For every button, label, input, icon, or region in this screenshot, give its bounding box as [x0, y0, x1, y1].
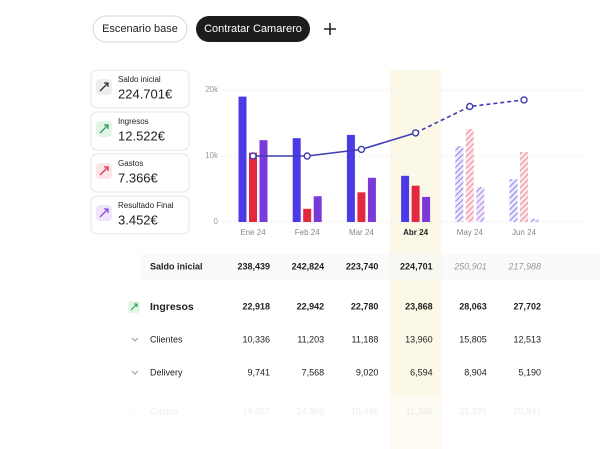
x-tick-label: Mar 24	[349, 228, 374, 237]
bar	[238, 96, 247, 222]
cell-value: 12,513	[513, 334, 541, 344]
summary-card	[90, 195, 190, 235]
x-tick-label: Jun 24	[512, 228, 537, 237]
summary-label: Gastos	[118, 159, 143, 168]
cell-value: 28,063	[459, 301, 487, 311]
cell-value: 13,960	[405, 334, 433, 344]
bar	[401, 175, 410, 222]
cell-value: 23,868	[405, 301, 433, 311]
summary-icon-glyph	[99, 166, 109, 176]
summary-icon-glyph	[99, 208, 109, 218]
cell-value: 11,188	[352, 334, 379, 344]
summary-card	[90, 69, 190, 109]
fade-bottom	[0, 395, 600, 449]
add-tab-button[interactable]	[324, 23, 336, 35]
cell-value: 15,805	[459, 334, 487, 344]
cell-value: 22,780	[351, 301, 379, 311]
cell-value: 24,966	[297, 406, 325, 416]
bar	[357, 192, 366, 222]
summary-card	[90, 111, 190, 151]
bar	[520, 152, 528, 222]
cell-value: 11,340	[406, 406, 433, 416]
line-point	[303, 152, 311, 160]
line-point	[357, 145, 366, 154]
bar	[465, 128, 474, 222]
row-chevron[interactable]	[131, 337, 139, 342]
cell-value: 11,203	[297, 334, 324, 344]
line-point	[411, 129, 420, 137]
y-tick-label: 10k	[205, 151, 219, 160]
bar	[367, 177, 376, 222]
bar	[249, 152, 257, 222]
cell-value: 238,439	[237, 261, 270, 271]
cell-value: 250,901	[453, 261, 487, 271]
cell-value: 5,190	[518, 367, 541, 377]
bar	[411, 185, 420, 222]
x-tick-label: Abr 24	[403, 228, 428, 237]
cell-value: 9,741	[247, 367, 270, 377]
bar	[422, 196, 431, 222]
row-chevron[interactable]	[131, 409, 139, 414]
bar	[346, 134, 355, 222]
row-label: Ingresos	[150, 301, 194, 313]
cell-value: 22,942	[297, 301, 325, 311]
line-point	[466, 102, 474, 111]
summary-label: Saldo inicial	[118, 75, 161, 84]
cell-value: 27,702	[513, 301, 541, 311]
tab[interactable]	[92, 15, 188, 43]
row-label: Clientes	[150, 334, 183, 344]
summary-value: 7.366€	[118, 170, 159, 185]
summary-icon-glyph	[99, 124, 109, 134]
cell-value: 8,904	[464, 367, 487, 377]
cell-value: 21,325	[459, 406, 487, 416]
summary-label: Ingresos	[118, 117, 149, 126]
cell-value: 20,841	[513, 406, 541, 416]
bar	[455, 146, 464, 222]
summary-card	[90, 153, 190, 193]
bar	[292, 138, 301, 222]
bar	[313, 196, 322, 222]
tab-label: Contratar Camarero	[204, 23, 302, 35]
x-tick-label: Ene 24	[240, 228, 266, 237]
x-tick-label: Feb 24	[295, 228, 320, 237]
cell-value: 217,988	[507, 261, 541, 271]
cell-value: 9,020	[356, 367, 379, 377]
cell-value: 242,824	[292, 261, 325, 271]
row-chevron[interactable]	[131, 370, 139, 375]
cell-value: 19,057	[242, 406, 270, 416]
y-tick-label: 0	[214, 217, 219, 226]
row-bg	[140, 254, 600, 280]
y-tick-label: 20k	[205, 85, 219, 94]
summary-label: Resultado Final	[118, 201, 174, 210]
cell-value: 7,568	[302, 367, 325, 377]
cell-value: 22,918	[242, 301, 270, 311]
cell-value: 6,594	[410, 367, 433, 377]
bar	[259, 140, 268, 222]
balance-line	[253, 132, 416, 157]
tab-label: Escenario base	[102, 23, 178, 35]
cell-value: 10,336	[242, 334, 270, 344]
cell-value: 223,740	[346, 261, 379, 271]
row-label: Delivery	[150, 367, 183, 377]
bar	[303, 208, 312, 222]
summary-value: 12.522€	[118, 128, 166, 143]
line-point	[249, 152, 257, 160]
summary-icon-glyph	[99, 82, 109, 92]
cell-value: 224,701	[400, 261, 433, 271]
bar	[476, 187, 485, 222]
x-tick-label: May 24	[457, 228, 484, 237]
row-label: Gastos	[150, 406, 179, 416]
tab-active[interactable]	[196, 16, 310, 42]
line-point	[520, 96, 528, 104]
row-label: Saldo inicial	[150, 261, 203, 271]
bar	[530, 218, 539, 222]
summary-value: 224.701€	[118, 86, 173, 101]
cell-value: 10,446	[351, 406, 379, 416]
row-icon-glyph	[130, 303, 138, 311]
summary-value: 3.452€	[118, 212, 159, 227]
bar	[509, 179, 518, 222]
